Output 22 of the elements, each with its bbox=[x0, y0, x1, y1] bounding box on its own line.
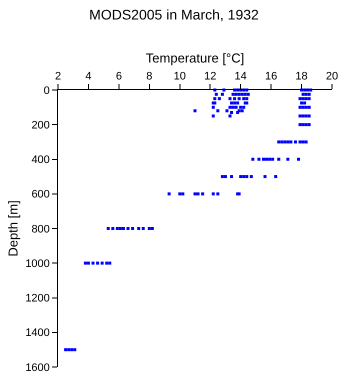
x-tick-label: 2 bbox=[54, 70, 62, 83]
y-tick-label: 0 bbox=[44, 84, 50, 97]
x-tick-label: 12 bbox=[204, 70, 216, 83]
y-tick-label: 1200 bbox=[25, 292, 50, 305]
y-tick-label: 600 bbox=[31, 188, 50, 201]
x-tick-label: 6 bbox=[116, 70, 122, 83]
x-tick-label: 8 bbox=[146, 70, 152, 83]
chart-title: MODS2005 in March, 1932 bbox=[89, 6, 260, 22]
x-tick-label: 4 bbox=[85, 70, 92, 83]
y-tick-label: 800 bbox=[31, 223, 50, 236]
y-tick-label: 1400 bbox=[25, 327, 50, 340]
x-axis-title: Temperature [°C] bbox=[146, 50, 244, 66]
y-tick-label: 1000 bbox=[25, 258, 50, 270]
x-tick-label: 14 bbox=[234, 70, 247, 83]
x-tick-label: 20 bbox=[326, 70, 338, 83]
y-tick-label: 200 bbox=[31, 119, 50, 132]
y-axis-title: Depth [m] bbox=[5, 200, 20, 257]
x-tick-label: 10 bbox=[174, 70, 186, 83]
y-tick-label: 1600 bbox=[25, 362, 50, 374]
x-tick-label: 18 bbox=[295, 70, 308, 83]
x-tick-label: 16 bbox=[264, 70, 278, 83]
y-tick-label: 400 bbox=[31, 154, 50, 166]
